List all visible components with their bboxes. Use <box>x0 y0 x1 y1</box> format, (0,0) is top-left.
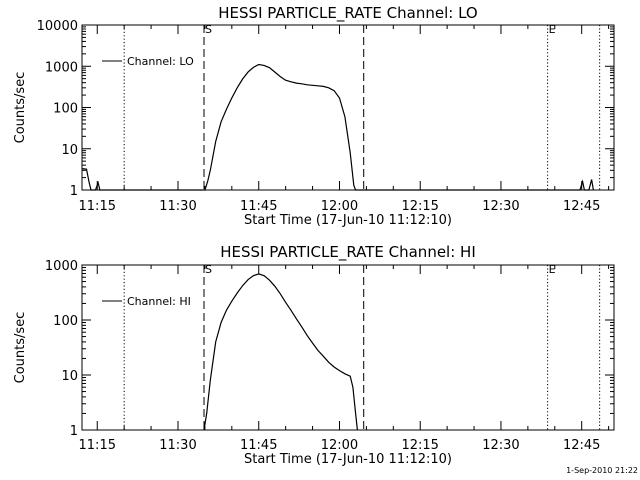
chart-1-y-tick-label: 10000 <box>37 19 78 34</box>
chart-1-y-tick-label: 100 <box>53 102 78 117</box>
chart-2-marker-label: S <box>205 263 212 276</box>
chart-1-x-tick-label: 12:30 <box>482 199 519 214</box>
chart-2-y-tick-label: 1 <box>70 424 78 439</box>
chart-2-legend-label: Channel: HI <box>127 295 191 308</box>
chart-2-y-tick-label: 1000 <box>45 259 78 274</box>
chart-1-x-tick-label: 12:00 <box>321 199 358 214</box>
chart-1-x-axis-label: Start Time (17-Jun-10 11:12:10) <box>244 213 452 228</box>
chart-1-title: HESSI PARTICLE_RATE Channel: LO <box>218 4 477 23</box>
chart-2-marker-label: E <box>549 263 556 276</box>
panels: HESSI PARTICLE_RATE Channel: LO Start Tim… <box>13 4 615 467</box>
chart-1-series-line <box>81 63 594 191</box>
chart-2: HESSI PARTICLE_RATE Channel: HI Start Tim… <box>13 243 615 467</box>
chart-1-marker-label: S <box>205 23 212 36</box>
chart-1-legend-label: Channel: LO <box>127 55 194 68</box>
chart-2-x-tick-label: 12:15 <box>401 438 438 453</box>
chart-2-x-tick-label: 11:30 <box>159 438 196 453</box>
chart-2-x-axis-label: Start Time (17-Jun-10 11:12:10) <box>244 452 452 467</box>
chart-1-x-tick-label: 11:30 <box>159 199 196 214</box>
chart-1-marker-label: E <box>549 23 556 36</box>
chart-2-series-line <box>203 273 358 431</box>
chart-1-y-tick-label: 1000 <box>45 60 78 75</box>
chart-1-y-tick-label: 10 <box>61 143 78 158</box>
chart-1-x-tick-label: 11:45 <box>240 199 277 214</box>
chart-2-y-axis-label: Counts/sec <box>13 312 28 384</box>
chart-1-x-tick-label: 12:15 <box>401 199 438 214</box>
chart-2-x-tick-label: 12:30 <box>482 438 519 453</box>
chart-1-y-tick-label: 1 <box>70 184 78 199</box>
chart-2-x-tick-label: 12:00 <box>321 438 358 453</box>
chart-1-x-tick-label: 12:45 <box>563 199 600 214</box>
chart-1: HESSI PARTICLE_RATE Channel: LO Start Tim… <box>13 4 615 228</box>
chart-1-y-axis-label: Counts/sec <box>13 72 28 144</box>
chart-2-x-tick-label: 11:45 <box>240 438 277 453</box>
footer-date: 1-Sep-2010 21:22 <box>566 466 638 475</box>
chart-1-x-tick-label: 11:15 <box>79 199 116 214</box>
chart-2-x-tick-label: 11:15 <box>79 438 116 453</box>
chart-2-y-tick-label: 10 <box>61 369 78 384</box>
chart-2-x-tick-label: 12:45 <box>563 438 600 453</box>
chart-2-title: HESSI PARTICLE_RATE Channel: HI <box>220 243 476 262</box>
chart-2-y-tick-label: 100 <box>53 314 78 329</box>
